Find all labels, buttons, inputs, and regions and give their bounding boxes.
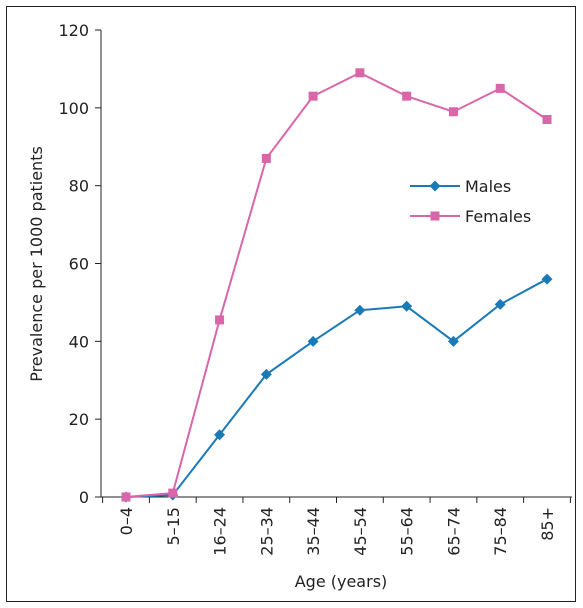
data-point [214,429,226,441]
series-females [121,68,552,502]
series-layer [120,68,553,503]
legend-marker [430,211,440,221]
x-axis-ticks: 0–4 5–15 16–24 25–34 35–44 45–54 55–64 65–74 75–… [102,497,571,556]
y-tick-label: 60 [69,255,89,274]
data-point [495,83,505,93]
x-tick-label: 35–44 [304,507,323,556]
data-point [261,153,271,163]
data-point [354,304,366,316]
y-axis-title: Prevalence per 1000 patients [27,146,46,382]
legend-marker [429,180,441,192]
x-tick-label: 0–4 [117,507,136,535]
data-point [402,91,412,101]
data-point [215,315,225,325]
data-point [494,298,506,310]
data-point [168,488,178,498]
y-tick-label: 20 [69,410,89,429]
y-axis-ticks: 0 20 40 60 80 100 120 [58,21,101,507]
x-tick-label: 45–54 [351,507,370,556]
x-tick-label: 75–84 [491,507,510,556]
axes [100,30,572,498]
y-tick-label: 120 [58,21,89,40]
x-tick-label: 85+ [538,507,557,541]
x-tick-label: 65–74 [444,507,463,556]
x-tick-label: 16–24 [211,507,230,556]
series-males [120,273,553,503]
x-tick-label: 55–64 [398,507,417,556]
y-tick-label: 80 [69,177,89,196]
data-point [542,115,552,125]
legend-label: Females [465,207,531,226]
data-point [308,91,318,101]
y-tick-label: 40 [69,332,89,351]
series-line [125,71,548,498]
data-point [447,335,459,347]
x-tick-label: 25–34 [257,507,276,556]
data-point [121,492,131,502]
y-tick-label: 100 [58,99,89,118]
series-line [125,278,548,498]
data-point [260,368,272,380]
legend-label: Males [465,177,511,196]
data-point [307,335,319,347]
x-tick-label: 5–15 [164,507,183,546]
data-point [448,107,458,117]
legend: Males Females [410,177,531,226]
y-tick-label: 0 [79,488,89,507]
data-point [355,68,365,78]
data-point [401,300,413,312]
data-point [541,273,553,285]
x-axis-title: Age (years) [295,572,388,591]
